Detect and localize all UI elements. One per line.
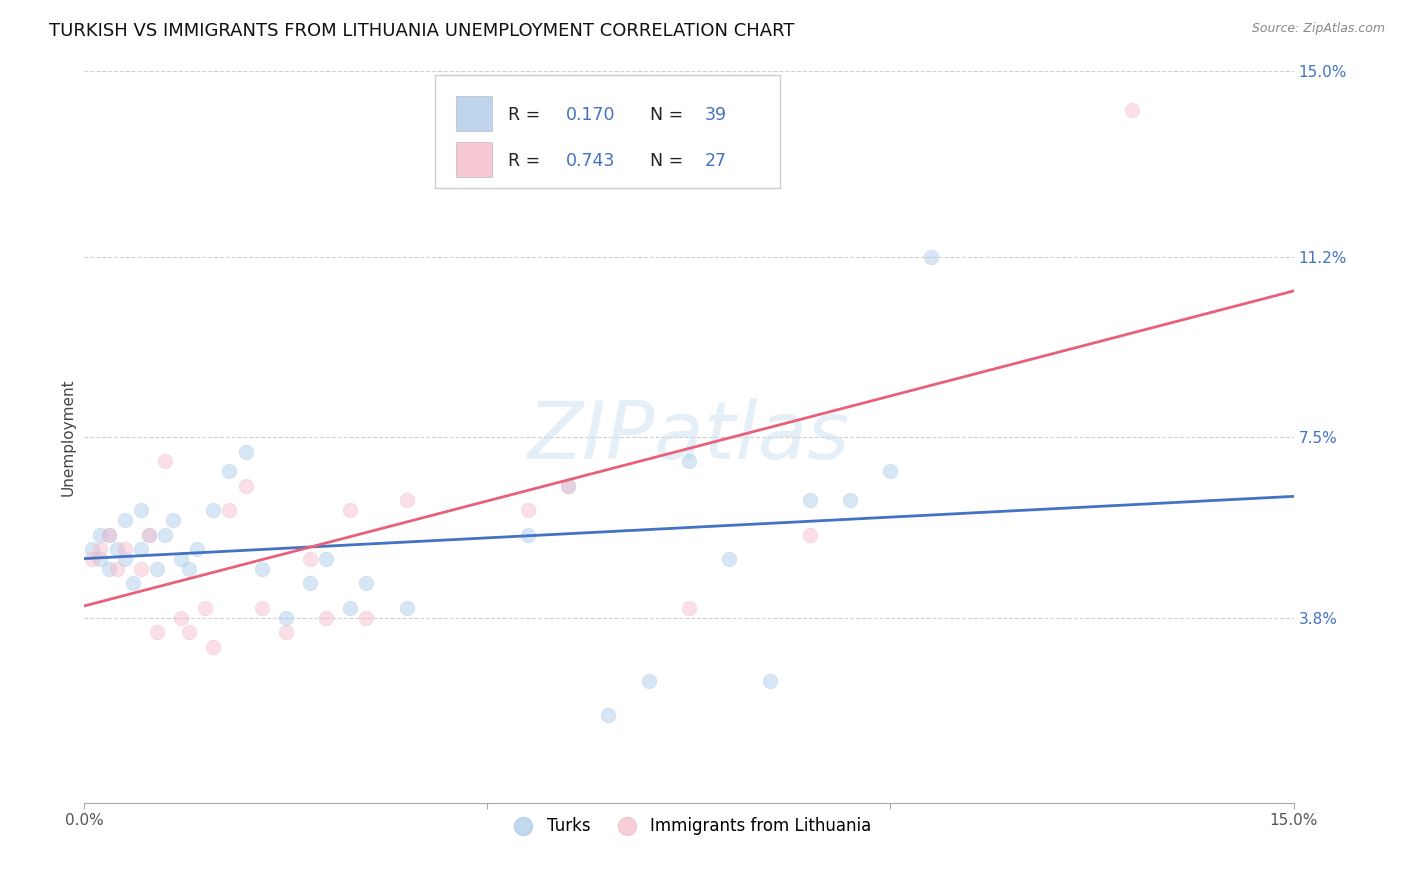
- Point: [153, 527, 176, 541]
- Point: [557, 479, 579, 493]
- Bar: [456, 96, 492, 131]
- Point: [105, 562, 128, 576]
- Point: [356, 576, 378, 591]
- Point: [129, 562, 152, 576]
- Point: [235, 444, 257, 458]
- Point: [202, 640, 225, 654]
- Point: [516, 527, 538, 541]
- Point: [516, 503, 538, 517]
- Point: [299, 576, 322, 591]
- Point: [799, 527, 821, 541]
- Point: [82, 552, 104, 566]
- Point: [339, 503, 361, 517]
- Point: [153, 454, 176, 468]
- Text: N =: N =: [650, 106, 689, 124]
- Text: TURKISH VS IMMIGRANTS FROM LITHUANIA UNEMPLOYMENT CORRELATION CHART: TURKISH VS IMMIGRANTS FROM LITHUANIA UNE…: [49, 22, 794, 40]
- Bar: [456, 143, 492, 178]
- Point: [129, 542, 152, 557]
- Point: [274, 625, 297, 640]
- Point: [146, 625, 169, 640]
- Point: [89, 552, 111, 566]
- Point: [97, 527, 120, 541]
- Text: 0.743: 0.743: [565, 153, 614, 170]
- Point: [179, 562, 201, 576]
- Legend: Turks, Immigrants from Lithuania: Turks, Immigrants from Lithuania: [501, 811, 877, 842]
- Point: [194, 600, 217, 615]
- Point: [799, 493, 821, 508]
- Point: [339, 600, 361, 615]
- Point: [97, 562, 120, 576]
- Point: [121, 576, 143, 591]
- Point: [678, 600, 700, 615]
- Point: [879, 464, 901, 478]
- Point: [598, 708, 620, 723]
- Point: [274, 610, 297, 624]
- FancyBboxPatch shape: [434, 75, 780, 188]
- Point: [235, 479, 257, 493]
- Point: [250, 600, 273, 615]
- Point: [202, 503, 225, 517]
- Point: [170, 552, 193, 566]
- Point: [839, 493, 862, 508]
- Point: [920, 250, 942, 264]
- Point: [557, 479, 579, 493]
- Point: [356, 610, 378, 624]
- Point: [637, 673, 659, 688]
- Point: [179, 625, 201, 640]
- Point: [718, 552, 741, 566]
- Y-axis label: Unemployment: Unemployment: [60, 378, 76, 496]
- Point: [138, 527, 160, 541]
- Point: [170, 610, 193, 624]
- Text: 27: 27: [704, 153, 727, 170]
- Point: [146, 562, 169, 576]
- Text: N =: N =: [650, 153, 689, 170]
- Point: [89, 542, 111, 557]
- Point: [186, 542, 208, 557]
- Point: [162, 513, 184, 527]
- Text: 39: 39: [704, 106, 727, 124]
- Point: [114, 513, 136, 527]
- Point: [758, 673, 780, 688]
- Point: [299, 552, 322, 566]
- Point: [315, 610, 337, 624]
- Point: [105, 542, 128, 557]
- Point: [82, 542, 104, 557]
- Point: [250, 562, 273, 576]
- Point: [218, 464, 240, 478]
- Point: [129, 503, 152, 517]
- Point: [1121, 103, 1143, 118]
- Point: [97, 527, 120, 541]
- Text: Source: ZipAtlas.com: Source: ZipAtlas.com: [1251, 22, 1385, 36]
- Text: R =: R =: [508, 106, 546, 124]
- Point: [315, 552, 337, 566]
- Point: [395, 493, 418, 508]
- Point: [114, 552, 136, 566]
- Text: ZIPatlas: ZIPatlas: [527, 398, 851, 476]
- Point: [89, 527, 111, 541]
- Text: R =: R =: [508, 153, 546, 170]
- Point: [138, 527, 160, 541]
- Point: [395, 600, 418, 615]
- Point: [678, 454, 700, 468]
- Point: [218, 503, 240, 517]
- Point: [114, 542, 136, 557]
- Text: 0.170: 0.170: [565, 106, 614, 124]
